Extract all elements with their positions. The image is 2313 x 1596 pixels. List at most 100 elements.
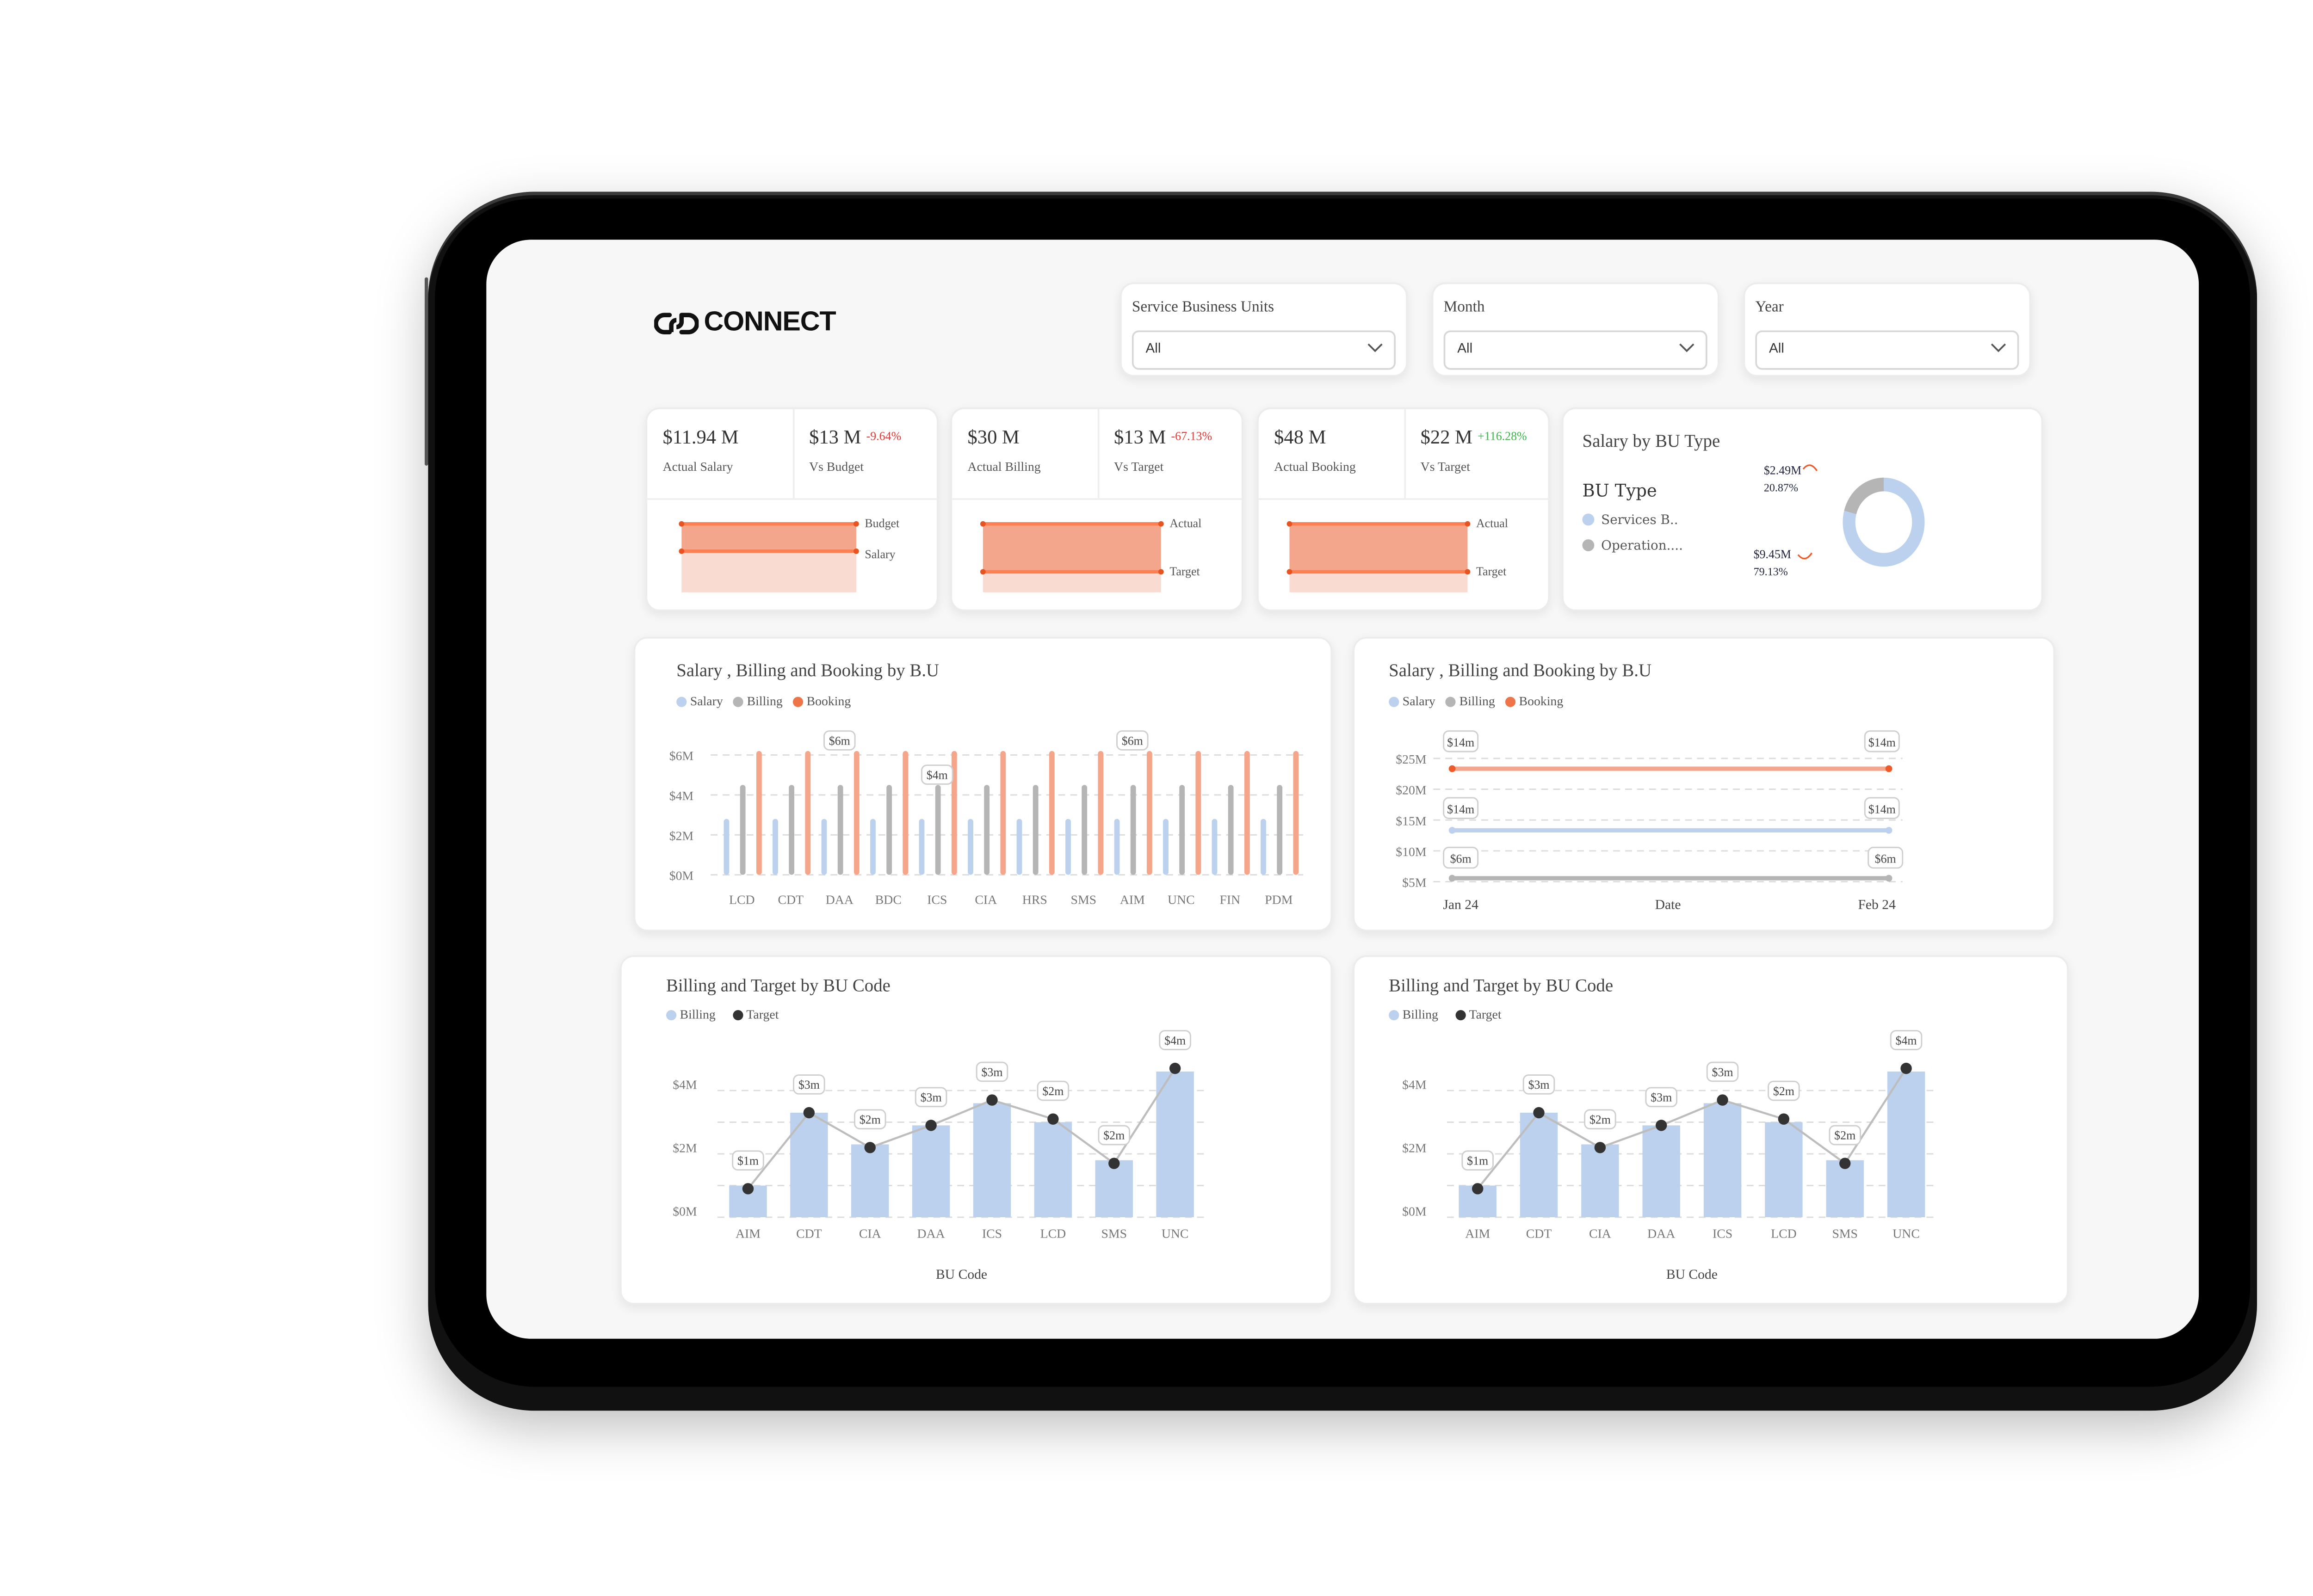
bar-billing[interactable] xyxy=(1033,785,1039,875)
bar-billing[interactable] xyxy=(790,1112,828,1217)
bar-billing[interactable] xyxy=(973,1103,1011,1217)
bar-salary[interactable] xyxy=(773,819,778,875)
legend-item-salary[interactable]: Salary xyxy=(1389,693,1435,709)
bar-billing[interactable] xyxy=(789,785,795,875)
legend-title: BU Type xyxy=(1582,482,1657,502)
legend-item-booking[interactable]: Booking xyxy=(1505,693,1563,709)
target-point[interactable] xyxy=(1472,1183,1484,1195)
bar-billing[interactable] xyxy=(1034,1122,1072,1217)
bar-billing[interactable] xyxy=(1277,785,1283,875)
x-tick: CDT xyxy=(1526,1226,1552,1241)
bar-booking[interactable] xyxy=(1195,751,1201,875)
target-point[interactable] xyxy=(986,1094,998,1106)
legend-item-billing[interactable]: Billing xyxy=(1389,1007,1438,1022)
bar-salary[interactable] xyxy=(1114,819,1120,875)
x-tick: CDT xyxy=(778,893,804,907)
legend-item-target[interactable]: Target xyxy=(732,1007,779,1022)
year-dropdown[interactable]: All xyxy=(1755,330,2019,370)
donut-label-value: $2.49M xyxy=(1764,463,1801,477)
target-point[interactable] xyxy=(864,1142,876,1153)
target-point[interactable] xyxy=(1594,1142,1606,1153)
legend-item-operation[interactable]: Operation.... xyxy=(1582,537,1683,553)
legend-item-billing[interactable]: Billing xyxy=(666,1007,716,1022)
legend-item-salary[interactable]: Salary xyxy=(676,693,723,709)
bar-salary[interactable] xyxy=(919,819,925,875)
bar-billing[interactable] xyxy=(1130,785,1136,875)
target-point[interactable] xyxy=(1655,1120,1667,1131)
bar-salary[interactable] xyxy=(870,819,876,875)
bar-salary[interactable] xyxy=(1212,819,1218,875)
x-tick: ICS xyxy=(927,893,947,907)
target-point[interactable] xyxy=(925,1120,937,1131)
bar-booking[interactable] xyxy=(1244,751,1250,875)
donut-slice-operation[interactable] xyxy=(1841,476,1926,568)
target-point[interactable] xyxy=(803,1107,815,1119)
x-tick: ICS xyxy=(982,1226,1002,1241)
bar-billing[interactable] xyxy=(851,1144,889,1217)
bar-booking[interactable] xyxy=(1000,751,1006,875)
target-point[interactable] xyxy=(1778,1113,1790,1125)
bar-billing[interactable] xyxy=(1703,1103,1742,1217)
target-point[interactable] xyxy=(1533,1107,1545,1119)
legend-item-billing[interactable]: Billing xyxy=(733,693,783,709)
target-point[interactable] xyxy=(1108,1158,1120,1169)
data-label: $2m xyxy=(1768,1080,1800,1101)
bar-billing[interactable] xyxy=(984,785,990,875)
bar-billing[interactable] xyxy=(935,785,941,875)
target-point[interactable] xyxy=(1047,1113,1059,1125)
svg-text:$4m: $4m xyxy=(1896,1034,1917,1047)
bar-billing[interactable] xyxy=(1228,785,1234,875)
bar-booking[interactable] xyxy=(1146,751,1152,875)
bar-billing[interactable] xyxy=(1179,785,1185,875)
svg-text:$3m: $3m xyxy=(798,1078,820,1091)
target-point[interactable] xyxy=(1717,1094,1728,1106)
bar-salary[interactable] xyxy=(1065,819,1071,875)
bar-booking[interactable] xyxy=(805,751,811,875)
bar-billing[interactable] xyxy=(1642,1125,1680,1217)
bar-salary[interactable] xyxy=(1016,819,1022,875)
dashboard-screen: CONNECT Service Business Units All Month… xyxy=(486,240,2199,1339)
target-point[interactable] xyxy=(1169,1062,1181,1074)
legend-item-billing[interactable]: Billing xyxy=(1445,693,1495,709)
bar-billing[interactable] xyxy=(886,785,892,875)
billing-target-combo-chart: $0M $2M $4M AIM CDT CIA DAA ICS LCD SMS UNC $1m $3m $… xyxy=(673,1030,1206,1282)
bar-billing[interactable] xyxy=(912,1125,950,1217)
legend-dot xyxy=(1582,513,1595,526)
bar-billing[interactable] xyxy=(740,785,746,875)
bar-salary[interactable] xyxy=(1261,819,1266,875)
month-dropdown[interactable]: All xyxy=(1443,330,1707,370)
bar-booking[interactable] xyxy=(903,751,909,875)
bar-booking[interactable] xyxy=(1293,751,1299,875)
bar-billing[interactable] xyxy=(837,785,843,875)
bar-booking[interactable] xyxy=(1098,751,1104,875)
service-business-units-dropdown[interactable]: All xyxy=(1132,330,1396,370)
bar-billing[interactable] xyxy=(1887,1071,1925,1217)
bar-salary[interactable] xyxy=(724,819,730,875)
legend-item-booking[interactable]: Booking xyxy=(792,693,851,709)
bar-salary[interactable] xyxy=(968,819,973,875)
target-point[interactable] xyxy=(1839,1158,1851,1169)
bar-billing[interactable] xyxy=(1082,785,1088,875)
bar-booking[interactable] xyxy=(853,751,860,875)
bu-bar-chart-card: Salary , Billing and Booking by B.U Sala… xyxy=(633,637,1333,931)
data-label: $3m xyxy=(976,1061,1008,1082)
bar-billing[interactable] xyxy=(1765,1122,1803,1217)
bar-billing[interactable] xyxy=(1826,1160,1864,1217)
band-upper-label: Budget xyxy=(865,517,900,530)
legend-item-services[interactable]: Services B.. xyxy=(1582,512,1678,527)
legend-item-target[interactable]: Target xyxy=(1455,1007,1502,1022)
bar-salary[interactable] xyxy=(821,819,827,875)
svg-text:$14m: $14m xyxy=(1447,736,1474,749)
target-point[interactable] xyxy=(1900,1062,1912,1074)
bar-billing[interactable] xyxy=(1095,1160,1133,1217)
bar-billing[interactable] xyxy=(1520,1112,1558,1217)
target-point[interactable] xyxy=(742,1183,754,1195)
data-label: $2m xyxy=(1098,1125,1131,1146)
chain-link-icon xyxy=(654,313,699,334)
bar-salary[interactable] xyxy=(1163,819,1169,875)
bar-booking[interactable] xyxy=(1049,751,1055,875)
bar-billing[interactable] xyxy=(1581,1144,1619,1217)
bar-billing[interactable] xyxy=(1156,1071,1194,1217)
bar-booking[interactable] xyxy=(756,751,762,875)
bar-booking[interactable] xyxy=(951,751,957,875)
